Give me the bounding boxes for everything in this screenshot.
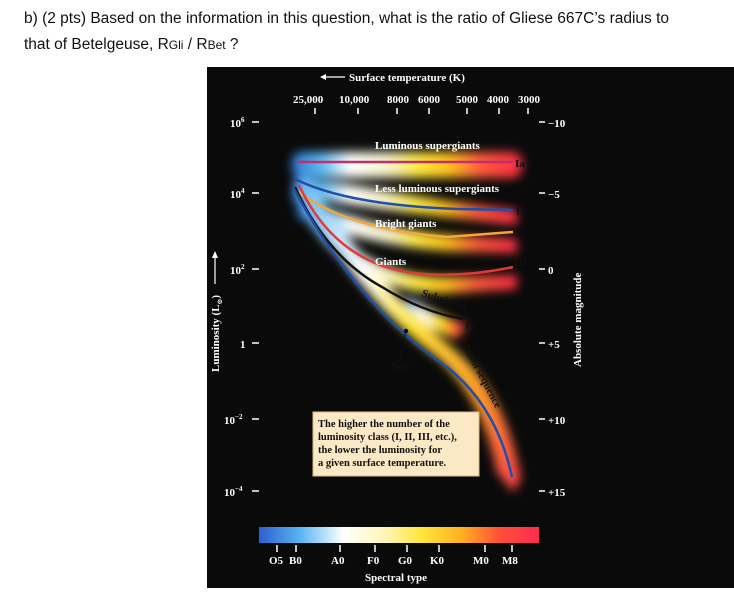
left-axis-title: Luminosity (L⊙)	[210, 295, 224, 372]
bottom-tick-a0: A0	[331, 555, 345, 567]
left-axis: 106 104 102 1 10−2 10−4 Luminosity (L⊙)	[210, 116, 259, 499]
top-axis: Surface temperature (K) 25,000 10,000 80…	[293, 72, 541, 114]
bottom-tick-o5: O5	[269, 555, 284, 567]
note-line-2: luminosity class (I, II, III, etc.),	[318, 432, 457, 443]
bottom-tick-f0: F0	[367, 555, 380, 567]
bottom-tick-m8: M8	[502, 555, 518, 567]
bottom-tick-g0: G0	[398, 555, 413, 567]
left-tick-1e-4: 10−4	[224, 485, 243, 499]
question-line-2-prefix: that of Betelgeuse, R	[24, 36, 169, 53]
right-tick-p15: +15	[548, 487, 566, 499]
bottom-tick-b0: B0	[289, 555, 302, 567]
class-label-v: V	[515, 491, 523, 503]
top-tick-8000: 8000	[387, 94, 410, 106]
top-tick-5000: 5000	[456, 94, 479, 106]
label-giants: Giants	[375, 256, 407, 268]
left-tick-1e2: 102	[230, 263, 245, 277]
class-ib-line	[294, 177, 514, 212]
class-v-line	[291, 186, 514, 478]
right-axis-title: Absolute magnitude	[572, 272, 584, 367]
top-tick-6000: 6000	[418, 94, 441, 106]
class-label-ii: II	[516, 227, 525, 239]
note-line-3: the lower the luminosity for	[318, 445, 442, 456]
top-tick-10000: 10,000	[339, 94, 370, 106]
label-less-luminous-supergiants: Less luminous supergiants	[375, 183, 500, 195]
luminosity-bands	[292, 152, 522, 492]
left-tick-1e4: 104	[230, 187, 245, 201]
class-label-ib: Ib	[516, 206, 526, 218]
right-tick-p10: +10	[548, 415, 566, 427]
note-box: The higher the number of the luminosity …	[312, 411, 480, 477]
hr-diagram-svg: Surface temperature (K) 25,000 10,000 80…	[207, 67, 734, 588]
class-iii-line	[297, 184, 514, 276]
bottom-tick-m0: M0	[473, 555, 489, 567]
class-ii-line	[298, 191, 514, 239]
question-line-2: that of Betelgeuse, RGli / RBet ?	[24, 32, 724, 58]
bottom-tick-k0: K0	[430, 555, 445, 567]
label-luminous-supergiants: Luminous supergiants	[375, 140, 481, 152]
class-label-ia: Ia	[515, 158, 525, 170]
class-labels: Ia Ib II III IV V	[465, 158, 527, 503]
bottom-axis-title: Spectral type	[365, 572, 427, 584]
top-axis-title: Surface temperature (K)	[349, 72, 465, 84]
question-slash: / R	[183, 36, 208, 53]
question-suffix: ?	[225, 36, 239, 53]
right-tick-p5: +5	[548, 339, 560, 351]
hr-diagram-figure: Surface temperature (K) 25,000 10,000 80…	[207, 67, 734, 588]
right-tick-m10: −10	[548, 118, 566, 130]
question-text: b) (2 pts) Based on the information in t…	[24, 6, 724, 58]
sun-marker	[403, 328, 409, 334]
question-line-1: b) (2 pts) Based on the information in t…	[24, 10, 670, 27]
right-axis: −10 −5 0 +5 +10 +15 Absolute magnitude	[539, 118, 584, 499]
top-tick-25000: 25,000	[293, 94, 324, 106]
top-tick-3000: 3000	[518, 94, 541, 106]
spectral-color-bar	[259, 527, 539, 543]
left-tick-1: 1	[240, 339, 246, 351]
radius-subscript-gliese: Gli	[168, 38, 184, 52]
note-line-1: The higher the number of the	[318, 419, 450, 430]
bottom-axis: O5 B0 A0 F0 G0 K0 M0 M8 Spectral type	[269, 545, 518, 584]
class-label-iv: IV	[465, 320, 477, 332]
radius-subscript-betelgeuse: Bet	[207, 38, 226, 52]
label-sun: Sun	[391, 360, 409, 372]
label-bright-giants: Bright giants	[375, 218, 437, 230]
class-label-iii: III	[514, 257, 527, 269]
right-tick-m5: −5	[548, 189, 560, 201]
left-tick-1e-2: 10−2	[224, 413, 243, 427]
top-tick-4000: 4000	[487, 94, 510, 106]
note-line-4: a given surface temperature.	[318, 458, 446, 469]
left-tick-1e6: 106	[230, 116, 245, 130]
right-tick-0: 0	[548, 265, 554, 277]
